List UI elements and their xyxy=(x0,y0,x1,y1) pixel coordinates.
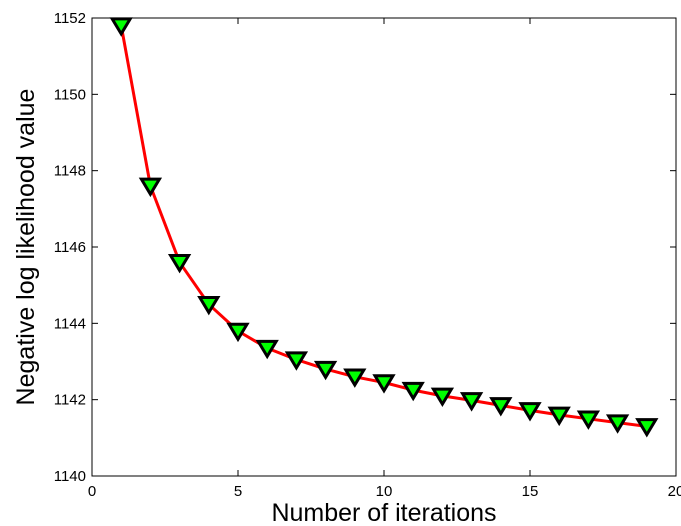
y-tick-label: 1146 xyxy=(54,239,86,256)
plot-area xyxy=(91,17,677,477)
axis-ticks xyxy=(91,17,677,477)
y-axis-label: Negative log likelihood value xyxy=(12,89,40,406)
data-point-marker xyxy=(635,418,659,438)
series-markers xyxy=(109,17,659,438)
data-point-marker xyxy=(576,410,601,430)
y-tick-label: 1144 xyxy=(54,315,86,332)
y-tick-label: 1148 xyxy=(54,163,86,180)
data-point-marker xyxy=(138,177,163,198)
x-axis-label: Number of iterations xyxy=(271,499,496,526)
data-point-marker xyxy=(284,351,309,371)
data-point-marker xyxy=(547,406,571,427)
x-tick-label: 0 xyxy=(88,483,96,500)
data-point-marker xyxy=(255,339,279,360)
y-tick-label: 1140 xyxy=(54,468,86,485)
data-point-marker xyxy=(343,368,367,388)
y-tick-labels: 1140 1142 1144 1146 1148 1150 1152 xyxy=(54,10,86,485)
x-tick-label: 15 xyxy=(522,483,539,500)
x-tick-label: 5 xyxy=(234,483,242,500)
data-point-marker xyxy=(401,381,425,402)
y-tick-label: 1152 xyxy=(54,10,86,27)
data-point-marker xyxy=(430,387,455,408)
data-point-marker xyxy=(226,322,250,343)
x-tick-label: 20 xyxy=(668,483,681,500)
x-tick-label: 10 xyxy=(376,483,393,500)
data-point-marker xyxy=(489,397,513,417)
y-tick-label: 1142 xyxy=(54,392,86,409)
x-tick-labels: 0 5 10 15 20 xyxy=(88,483,681,500)
data-point-marker xyxy=(605,414,630,434)
data-point-marker xyxy=(197,296,221,316)
data-point-marker xyxy=(459,392,484,412)
y-tick-label: 1150 xyxy=(54,86,86,103)
data-point-marker xyxy=(167,254,192,274)
data-point-marker xyxy=(518,402,542,422)
data-point-marker xyxy=(109,17,133,37)
data-point-marker xyxy=(372,374,396,394)
data-point-marker xyxy=(313,360,338,381)
